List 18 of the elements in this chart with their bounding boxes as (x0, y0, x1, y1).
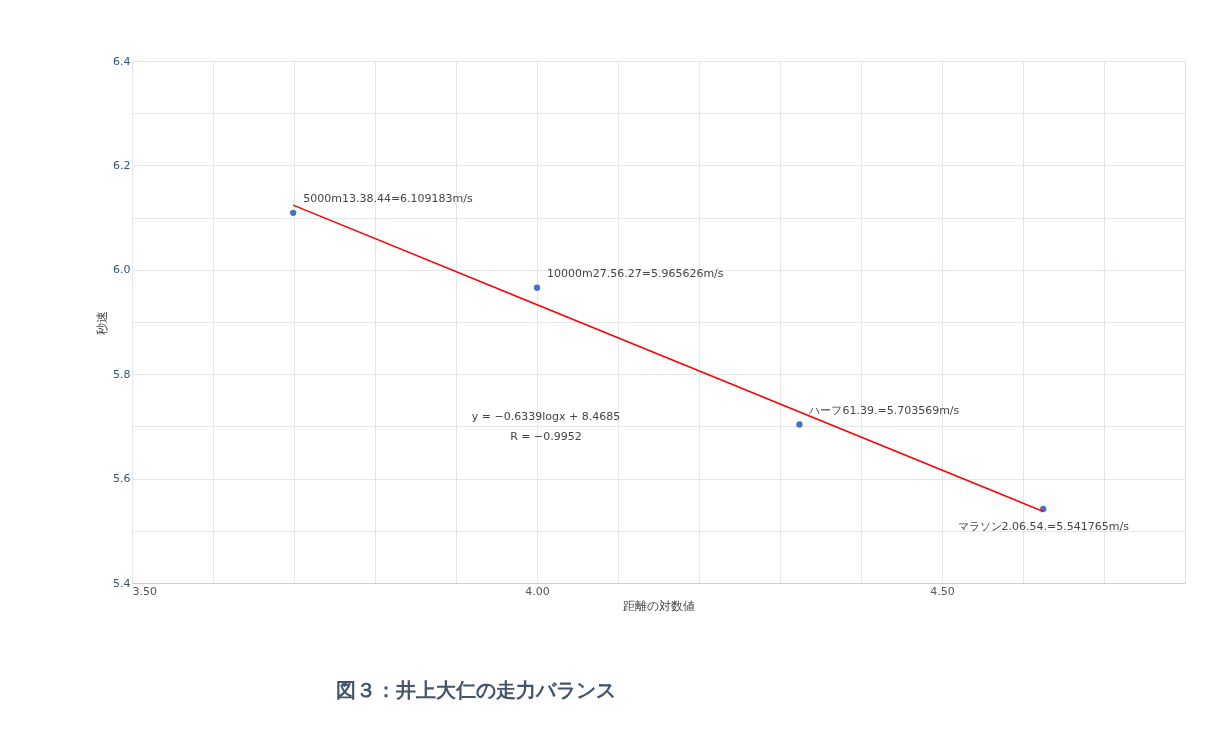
annotation: R = −0.9952 (510, 430, 582, 443)
y-tick-label: 6.0 (113, 263, 131, 277)
y-tick-label: 6.2 (113, 158, 131, 172)
x-tick-label: 3.50 (132, 584, 157, 598)
annotation: y = −0.6339logx + 8.4685 (471, 410, 621, 423)
text: 図３：井上大仁の走力バランス (335, 678, 616, 702)
y-axis-title: 秒速 (95, 310, 110, 335)
y-tick-label: 5.6 (113, 472, 131, 486)
data-label: 10000m27.56.27=5.965626m/s (547, 266, 724, 280)
y-tick-label: 6.4 (113, 54, 131, 68)
y-tick-label: 5.8 (113, 367, 131, 381)
x-tick-label: 4.50 (930, 584, 955, 598)
x-axis-title: 距離の対数値 (623, 598, 695, 613)
data-label: 5000m13.38.44=6.109183m/s (303, 191, 474, 205)
data-label: マラソン2.06.54.=5.541765m/s (957, 520, 1130, 533)
data-label: ハーフ61.39.=5.703569m/s (808, 403, 960, 417)
x-tick-label: 4.00 (525, 584, 550, 598)
y-tick-label: 5.4 (113, 576, 131, 590)
